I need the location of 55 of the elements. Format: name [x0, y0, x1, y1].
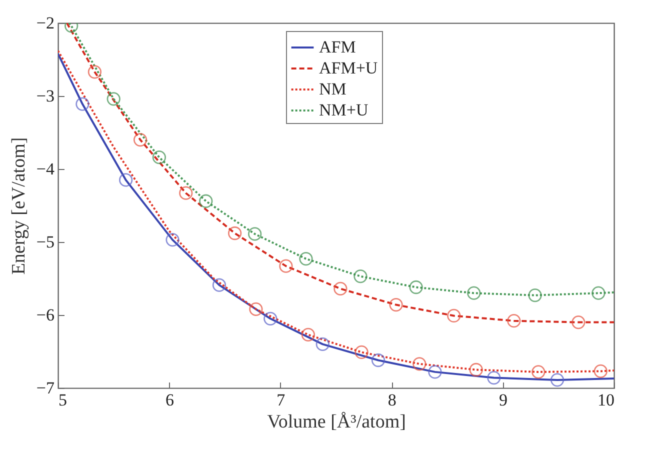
point — [334, 282, 348, 296]
legend-label: NM — [319, 80, 346, 98]
point — [119, 173, 133, 187]
x-axis-title: Volume [Å³/atom] — [267, 412, 406, 432]
point — [249, 302, 263, 316]
y-tick-label: −7 — [36, 378, 55, 398]
point — [428, 365, 442, 379]
point — [106, 92, 120, 106]
point — [76, 97, 90, 111]
point — [528, 288, 542, 302]
point — [409, 280, 423, 294]
point — [354, 270, 368, 284]
point — [301, 328, 316, 342]
legend-label: AFM+U — [319, 58, 378, 78]
y-tick-label: −6 — [36, 306, 54, 324]
point — [264, 312, 278, 326]
point — [594, 364, 608, 378]
legend-label: NM+U — [319, 100, 368, 120]
point — [507, 314, 521, 328]
x-tick-label: 7 — [276, 390, 286, 410]
point — [199, 194, 213, 208]
point — [467, 286, 481, 300]
point — [592, 286, 606, 300]
point — [371, 353, 386, 368]
point — [389, 298, 403, 312]
point — [447, 308, 461, 323]
point — [550, 373, 564, 387]
point — [299, 252, 313, 266]
x-tick-label: 9 — [499, 390, 508, 410]
point — [248, 227, 262, 241]
y-tick-label: −3 — [36, 86, 54, 106]
point — [316, 337, 330, 352]
x-tick-label: 5 — [58, 390, 67, 410]
point — [487, 370, 501, 385]
point — [133, 132, 148, 147]
x-tick-label: 8 — [388, 390, 396, 410]
y-axis-title: Energy [eV/atom] — [8, 137, 30, 275]
legend-label: AFM — [319, 38, 356, 56]
y-tick-label: −5 — [36, 232, 54, 252]
x-tick-label: 6 — [165, 390, 174, 410]
point — [166, 233, 180, 247]
point — [152, 150, 166, 164]
point — [88, 65, 102, 79]
point — [179, 186, 193, 200]
point — [532, 365, 546, 379]
point — [212, 278, 226, 292]
point — [469, 362, 483, 377]
point — [354, 345, 368, 360]
point — [412, 357, 426, 371]
point — [228, 226, 242, 240]
point — [572, 315, 586, 330]
x-tick-label: 10 — [598, 390, 614, 410]
point — [279, 259, 293, 273]
y-tick-label: −4 — [36, 160, 55, 178]
y-tick-label: −2 — [36, 14, 54, 32]
